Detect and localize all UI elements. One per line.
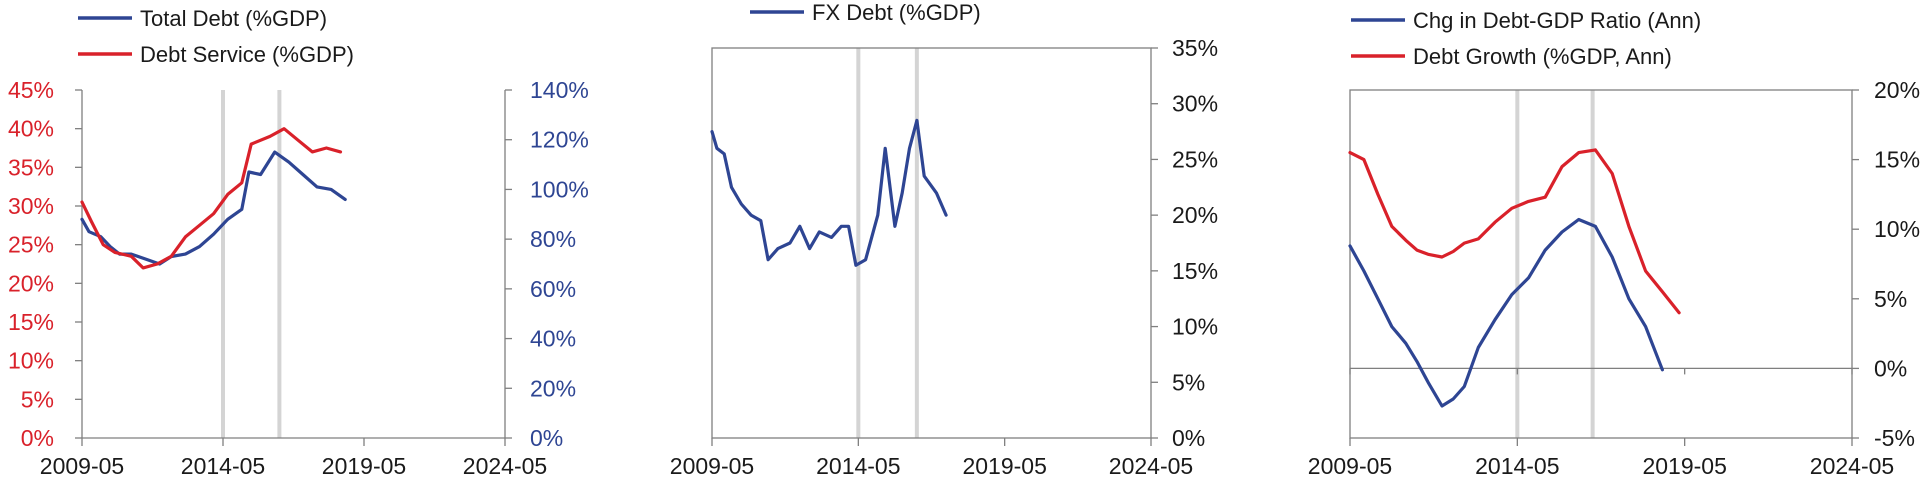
chart1-legend-label-1: Total Debt (%GDP) [140,6,327,31]
chart2-y-right-tick-label: 25% [1172,146,1218,172]
chart2-x-tick-label: 2014-05 [816,453,900,479]
chart1-y-right-tick-label: 100% [530,176,589,202]
chart1-legend-label-2: Debt Service (%GDP) [140,42,354,67]
chart2-x-tick-label: 2024-05 [1109,453,1193,479]
chart2-legend-label-1: FX Debt (%GDP) [812,0,981,25]
chart2-frame [711,47,1152,439]
chart1-y-left-tick-label: 0% [21,425,54,451]
chart1-y-left-tick-label: 25% [8,232,54,258]
chart3-x-tick-label: 2014-05 [1475,453,1559,479]
chart1-y-right-tick-label: 20% [530,375,576,401]
chart1-y-right-tick-label: 40% [530,326,576,352]
chart1-y-left-tick-label: 5% [21,386,54,412]
chart3-series-line-2 [1348,148,1681,315]
chart2-y-right-tick-label: 30% [1172,91,1218,117]
chart3-y-right-tick-label: 0% [1874,355,1907,381]
chart1-x-tick-label: 2019-05 [322,453,406,479]
chart2-y-right-tick-label: 20% [1172,202,1218,228]
chart1-y-left-tick-label: 30% [8,193,54,219]
chart1-x-tick-label: 2009-05 [40,453,124,479]
chart1-y-right-tick-label: 80% [530,226,576,252]
chart1-series-line-1 [80,150,347,266]
chart3-y-right-tick-label: 5% [1874,286,1907,312]
chart3-x-tick-label: 2019-05 [1642,453,1726,479]
chart2-y-right-tick-label: 10% [1172,314,1218,340]
chart3-y-right-tick-label: 15% [1874,147,1920,173]
chart1-panel: 2009-05 2014-05 2019-05 2024-050%20%40%60%8… [8,6,589,479]
chart1-y-right-tick-label: 60% [530,276,576,302]
chart1-y-left-tick-label: 40% [8,116,54,142]
chart1-x-tick-label: 2024-05 [463,453,547,479]
chart3-frame [1349,89,1853,439]
chart3-y-right-tick-label: -5% [1874,425,1915,451]
chart1-y-left-tick-label: 35% [8,154,54,180]
chart1-y-left-tick-label: 15% [8,309,54,335]
chart1-series-line-2 [80,127,343,270]
chart2-x-tick-label: 2009-05 [670,453,754,479]
chart3-x-tick-label: 2009-05 [1308,453,1392,479]
chart2-x-tick-label: 2019-05 [962,453,1046,479]
chart2-y-right-tick-label: 5% [1172,369,1205,395]
chart2-y-right-tick-label: 0% [1172,425,1205,451]
chart3-x-tick-label: 2024-05 [1810,453,1894,479]
chart3-legend-label-2: Debt Growth (%GDP, Ann) [1413,44,1672,69]
chart1-y-right-tick-label: 140% [530,77,589,103]
chart1-y-left-tick-label: 20% [8,270,54,296]
chart2-panel: 2009-05 2014-05 2019-05 2024-050% 5% 10% 15% 20… [670,0,1218,479]
chart1-y-left-tick-label: 45% [8,77,54,103]
chart2-y-right-tick-label: 15% [1172,258,1218,284]
chart3-legend-label-1: Chg in Debt-GDP Ratio (Ann) [1413,8,1701,33]
chart3-y-right-tick-label: 10% [1874,216,1920,242]
chart2-series-line-1 [710,118,948,267]
chart3-panel: 2009-05 2014-05 2019-05 2024-05-5% 0% 5% 10% 15… [1308,8,1920,479]
chart1-y-right-tick-label: 120% [530,127,589,153]
chart1-y-left-tick-label: 10% [8,348,54,374]
chart3-series-line-1 [1348,217,1664,408]
chart1-x-tick-label: 2014-05 [181,453,265,479]
chart3-y-right-tick-label: 20% [1874,77,1920,103]
chart2-y-right-tick-label: 35% [1172,35,1218,61]
chart1-y-right-tick-label: 0% [530,425,563,451]
